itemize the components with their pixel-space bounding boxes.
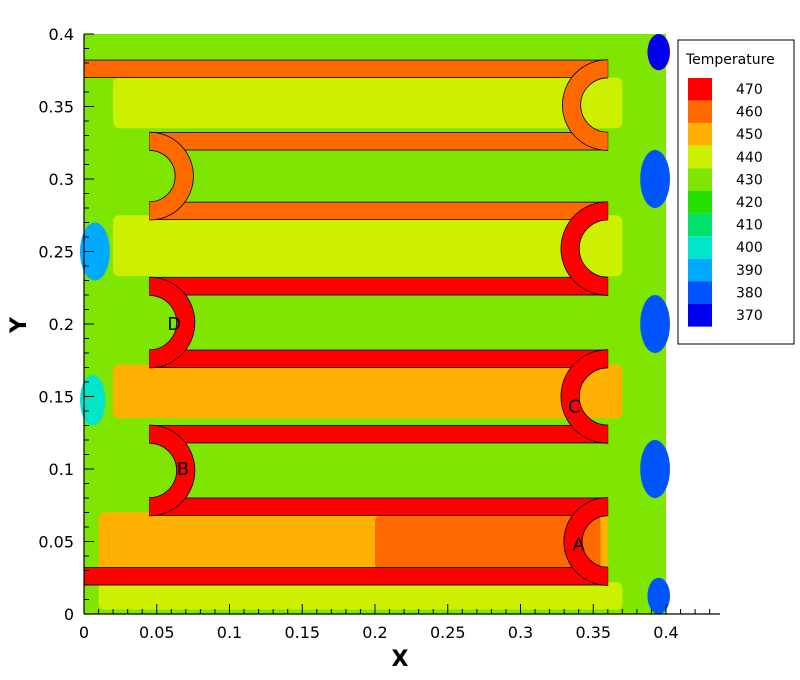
field-region	[113, 215, 623, 277]
legend: Temperature 470 460 450 440 430 420 410 400 390 3…	[677, 39, 795, 345]
legend-swatch	[688, 123, 712, 146]
channel-segment	[149, 277, 609, 296]
legend-label: 430	[736, 172, 763, 188]
legend-label: 370	[736, 308, 763, 324]
channel-bend	[148, 425, 195, 516]
field-region	[640, 150, 671, 208]
legend-swatch	[688, 258, 712, 282]
temperature-field	[80, 34, 671, 614]
channel-segment	[149, 132, 609, 151]
x-tick-label: 0.4	[653, 623, 678, 642]
y-axis-title: Y	[7, 316, 32, 334]
legend-label: 450	[736, 127, 763, 143]
field-region	[375, 515, 601, 571]
x-tick-label: 0.15	[284, 623, 320, 642]
legend-title: Temperature	[685, 52, 775, 68]
point-label-b: B	[177, 459, 189, 480]
legend-label: 410	[736, 218, 763, 234]
legend-swatch	[688, 191, 712, 214]
field-region	[156, 292, 601, 349]
field-region	[647, 34, 670, 71]
legend-label: 390	[736, 263, 763, 279]
legend-label: 440	[736, 150, 763, 166]
channel-bend	[148, 132, 193, 220]
x-tick-label: 0.2	[362, 623, 387, 642]
channel-segment	[83, 59, 609, 78]
legend-label: 400	[736, 240, 763, 256]
channel-bend	[561, 350, 609, 443]
x-tick-label: 0	[79, 623, 89, 642]
field-region	[156, 437, 601, 491]
legend-swatch	[688, 100, 712, 124]
field-region	[640, 440, 671, 498]
legend-swatch	[688, 168, 712, 191]
legend-label: 460	[736, 105, 763, 121]
y-tick-label: 0.4	[49, 25, 74, 44]
channel-segment	[149, 201, 609, 221]
y-tick-label: 0.1	[49, 460, 74, 479]
legend-swatch	[688, 304, 712, 327]
y-tick-label: 0.3	[49, 170, 74, 189]
legend-swatch	[688, 281, 712, 304]
channel-segment	[149, 349, 609, 368]
point-labels: A B C D	[167, 314, 585, 555]
channel-bend	[561, 202, 609, 296]
legend-label: 380	[736, 285, 763, 301]
field-region	[98, 582, 623, 610]
point-label-d: D	[167, 314, 181, 335]
legend-swatch	[688, 78, 712, 101]
channel-segment	[149, 497, 609, 516]
axes: 0 0.05 0.1 0.15 0.2 0.25 0.3 0.35 0.4 0 0.05 0.1 0.1…	[38, 25, 720, 642]
x-tick-label: 0.1	[217, 623, 242, 642]
legend-swatch	[688, 213, 712, 237]
x-tick-label: 0.25	[430, 623, 466, 642]
x-axis-title: X	[392, 647, 409, 672]
x-tick-label: 0.3	[508, 623, 533, 642]
y-tick-label: 0.35	[38, 98, 74, 117]
channel-segment	[83, 567, 609, 586]
channel-bend	[148, 277, 195, 368]
channel-bend	[564, 497, 609, 586]
y-tick-label: 0.2	[49, 315, 74, 334]
channel-segment	[149, 425, 609, 444]
y-tick-label: 0.05	[38, 533, 74, 552]
field-region	[640, 295, 671, 353]
y-tick-label: 0.15	[38, 388, 74, 407]
field-region	[113, 364, 623, 419]
x-tick-label: 0.05	[139, 623, 175, 642]
channel-bend	[562, 60, 609, 151]
legend-swatch	[688, 236, 712, 259]
field-region	[156, 147, 601, 204]
legend-label: 470	[736, 82, 763, 98]
field-region	[113, 77, 623, 129]
point-label-a: A	[573, 534, 586, 555]
x-tick-label: 0.35	[575, 623, 611, 642]
y-tick-label: 0.25	[38, 243, 74, 262]
heating-channel	[83, 59, 609, 586]
legend-label: 420	[736, 195, 763, 211]
y-tick-label: 0	[64, 605, 74, 624]
field-region	[80, 374, 106, 426]
legend-swatch	[688, 145, 712, 169]
field-region	[647, 577, 670, 614]
point-label-c: C	[568, 397, 581, 418]
